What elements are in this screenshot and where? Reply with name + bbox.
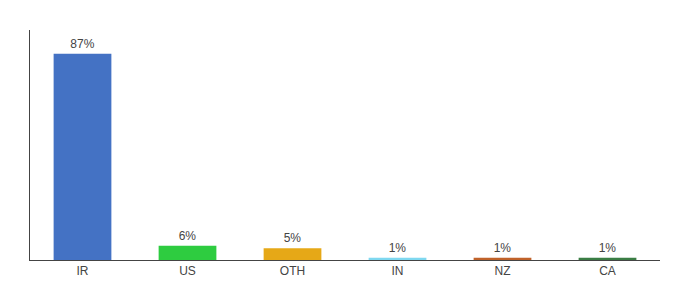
svg-text:US: US bbox=[179, 264, 196, 278]
svg-text:1%: 1% bbox=[599, 241, 617, 255]
svg-text:IN: IN bbox=[392, 264, 404, 278]
svg-text:1%: 1% bbox=[389, 241, 407, 255]
svg-text:IR: IR bbox=[77, 264, 89, 278]
svg-text:6%: 6% bbox=[179, 229, 197, 243]
svg-text:5%: 5% bbox=[284, 231, 302, 245]
svg-text:OTH: OTH bbox=[280, 264, 305, 278]
svg-text:CA: CA bbox=[599, 264, 616, 278]
svg-text:1%: 1% bbox=[494, 241, 512, 255]
svg-text:NZ: NZ bbox=[495, 264, 511, 278]
svg-text:87%: 87% bbox=[70, 37, 94, 51]
